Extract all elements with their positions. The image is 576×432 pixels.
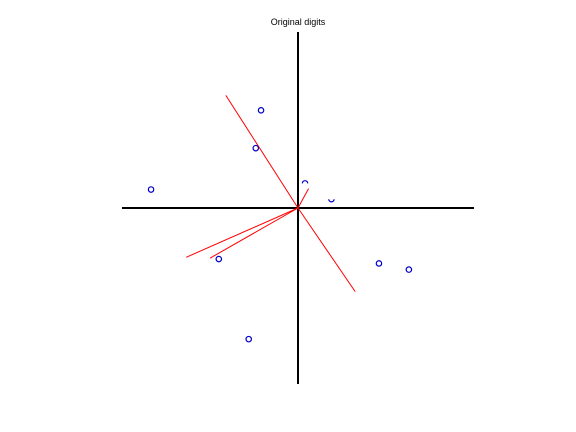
data-point-9 (245, 335, 253, 343)
vector-line-5 (297, 188, 309, 209)
points-layer (147, 107, 413, 343)
vector-line-1 (225, 95, 299, 209)
chart-title: Original digits (271, 17, 326, 27)
data-point-1 (257, 107, 265, 114)
data-point-8 (405, 266, 413, 273)
data-point-5 (328, 199, 335, 203)
vector-line-2 (297, 207, 356, 292)
data-point-3 (147, 186, 155, 193)
data-point-4 (301, 180, 309, 184)
vector-line-4 (209, 207, 299, 259)
data-point-2 (252, 144, 260, 152)
vector-line-3 (186, 207, 299, 258)
data-point-6 (215, 255, 223, 263)
data-point-7 (375, 260, 383, 267)
vectors-layer (186, 95, 356, 292)
